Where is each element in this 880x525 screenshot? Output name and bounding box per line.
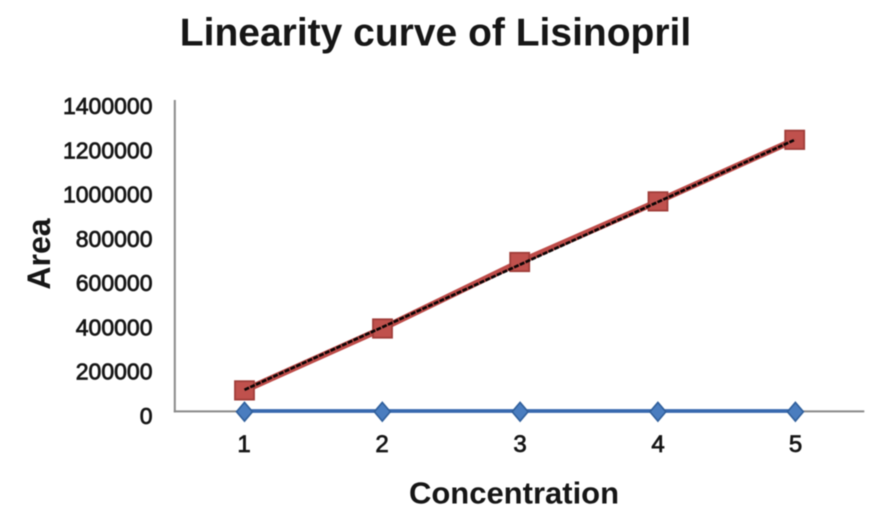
svg-text:1200000: 1200000 xyxy=(63,137,153,163)
svg-text:800000: 800000 xyxy=(76,226,153,252)
svg-text:Linearity curve of Lisinopril: Linearity curve of Lisinopril xyxy=(180,12,691,55)
svg-text:1000000: 1000000 xyxy=(63,182,153,208)
svg-text:Area: Area xyxy=(21,218,57,289)
svg-text:Concentration: Concentration xyxy=(409,476,619,511)
svg-text:400000: 400000 xyxy=(76,314,153,340)
svg-text:2: 2 xyxy=(375,431,388,458)
svg-text:1400000: 1400000 xyxy=(63,93,153,119)
svg-text:4: 4 xyxy=(651,431,664,458)
svg-text:3: 3 xyxy=(513,431,526,458)
svg-text:5: 5 xyxy=(789,431,802,458)
svg-text:1: 1 xyxy=(237,431,250,458)
svg-text:600000: 600000 xyxy=(76,270,153,296)
svg-text:0: 0 xyxy=(140,403,153,429)
svg-text:200000: 200000 xyxy=(76,359,153,385)
